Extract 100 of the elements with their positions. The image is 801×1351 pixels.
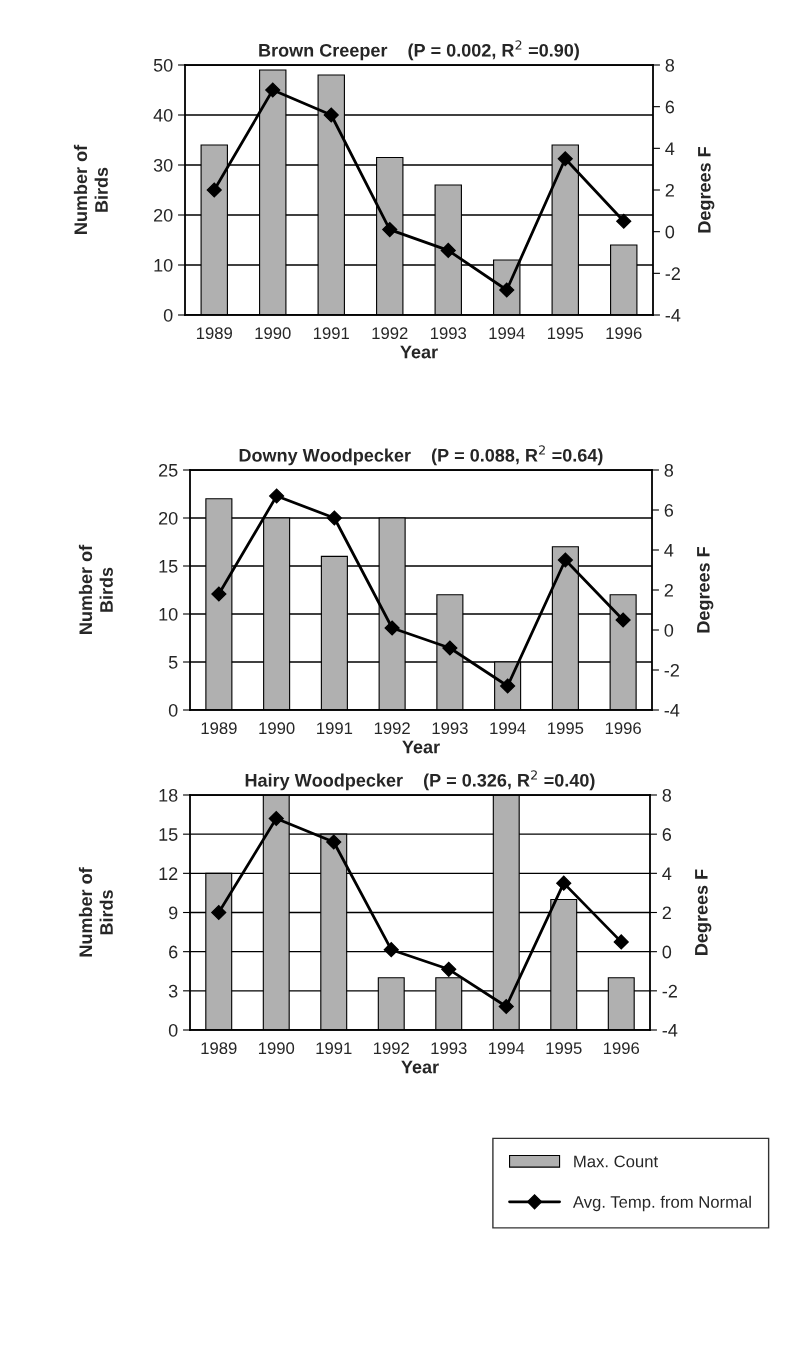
y-tick-label: 40 [153,108,173,122]
point [383,942,399,958]
point [382,222,398,238]
y2-tick-label: 6 [665,100,675,114]
x-tick-label: 1994 [489,327,525,340]
point [384,620,400,636]
x-tick-label: 1994 [490,722,526,735]
y-tick-label: 0 [168,1023,178,1037]
y2-tick-label: 4 [665,142,675,155]
point [440,242,456,258]
y-tick-label: 30 [153,158,173,172]
y-tick-label: 9 [169,906,178,920]
y-tick-label: 12 [159,867,178,880]
legend-label: Max. Count [574,1155,658,1168]
y-tick-label: 6 [169,945,178,959]
y-axis-title: Number of Birds [78,867,113,957]
x-tick-label: 1994 [488,1042,525,1055]
chart-title: Hairy Woodpecker (P = 0.326, R$^{2}$ =0.40) [245,770,595,791]
y2-tick-label: 6 [662,828,672,841]
point [206,182,222,198]
y-tick-label: 25 [159,463,178,477]
point [326,834,342,850]
point [211,904,227,921]
y2-tick-label: 6 [664,503,674,517]
y-tick-label: 15 [159,560,178,573]
y2-axis-title: Degrees F [697,547,714,633]
point [557,552,573,568]
point [498,998,514,1015]
x-tick-label: 1990 [255,327,291,340]
point [556,875,572,891]
y-tick-label: 50 [153,58,173,72]
y2-tick-label: 0 [665,225,675,239]
point [326,510,342,526]
x-tick-label: 1993 [432,722,468,735]
y2-tick-label: 4 [662,867,672,880]
y2-tick-label: -4 [662,1024,678,1037]
y-tick-label: 10 [154,258,173,272]
x-tick-label: 1996 [603,1042,640,1055]
y2-tick-label: 2 [662,906,671,920]
y-tick-label: 20 [159,511,178,525]
y-tick-label: 15 [159,828,178,841]
y2-tick-label: 8 [665,58,675,72]
point [616,213,632,229]
y2-axis-title: Degrees F [695,869,712,955]
x-tick-label: 1995 [546,1042,582,1055]
y-tick-label: 5 [168,656,178,669]
x-tick-label: 1990 [259,722,295,735]
point [323,107,339,123]
x-tick-label: 1992 [372,327,408,340]
y2-tick-label: 4 [664,544,674,557]
y2-tick-label: 8 [662,788,672,802]
x-tick-label: 1996 [605,722,641,735]
x-tick-label: 1993 [431,1042,467,1055]
x-tick-label: 1989 [201,722,237,735]
x-tick-label: 1992 [374,722,410,735]
point [442,640,458,656]
x-axis-title: Year [400,345,438,359]
point [613,934,629,950]
x-axis-title: Year [401,1060,439,1074]
y2-tick-label: -4 [665,309,681,322]
point [265,82,281,98]
y-tick-label: 0 [168,703,178,717]
chart-title: Downy Woodpecker (P = 0.088, R$^{2}$ =0.64) [239,445,603,466]
x-tick-label: 1995 [548,722,584,735]
point [268,810,284,827]
x-tick-label: 1989 [201,1042,237,1055]
y-axis-title: Number of Birds [78,544,113,634]
point [211,586,227,602]
point [441,961,457,977]
y2-tick-label: -2 [662,984,677,998]
y2-tick-label: 0 [664,623,674,637]
point [557,151,573,167]
point [615,612,631,628]
y2-tick-label: 2 [665,183,674,197]
x-tick-label: 1991 [316,1042,352,1055]
x-tick-label: 1991 [317,722,353,735]
chart-title: Brown Creeper (P = 0.002, R$^{2}$ =0.90) [259,40,579,61]
y2-tick-label: -2 [664,663,679,677]
x-tick-label: 1993 [430,327,467,340]
y-tick-label: 0 [163,308,173,322]
y2-tick-label: 8 [664,463,674,477]
y2-tick-label: -2 [665,267,680,280]
x-tick-label: 1992 [373,1042,409,1055]
y-tick-label: 3 [168,984,178,998]
point [269,488,285,504]
legend-label: Avg. Temp. from Normal [572,1195,751,1212]
y-tick-label: 18 [159,788,178,802]
x-axis-title: Year [402,740,440,754]
y2-axis-title: Degrees F [698,147,715,233]
y-axis-title: Number of Birds [73,144,108,234]
y-tick-label: 20 [154,208,173,222]
x-tick-label: 1991 [313,327,349,340]
y2-tick-label: 0 [662,945,672,959]
y2-tick-label: -4 [664,704,680,717]
x-tick-label: 1995 [547,327,584,340]
y2-tick-label: 2 [664,583,673,597]
x-tick-label: 1989 [196,327,232,340]
x-tick-label: 1996 [606,327,642,340]
x-tick-label: 1990 [258,1042,295,1055]
y-tick-label: 10 [159,607,178,621]
